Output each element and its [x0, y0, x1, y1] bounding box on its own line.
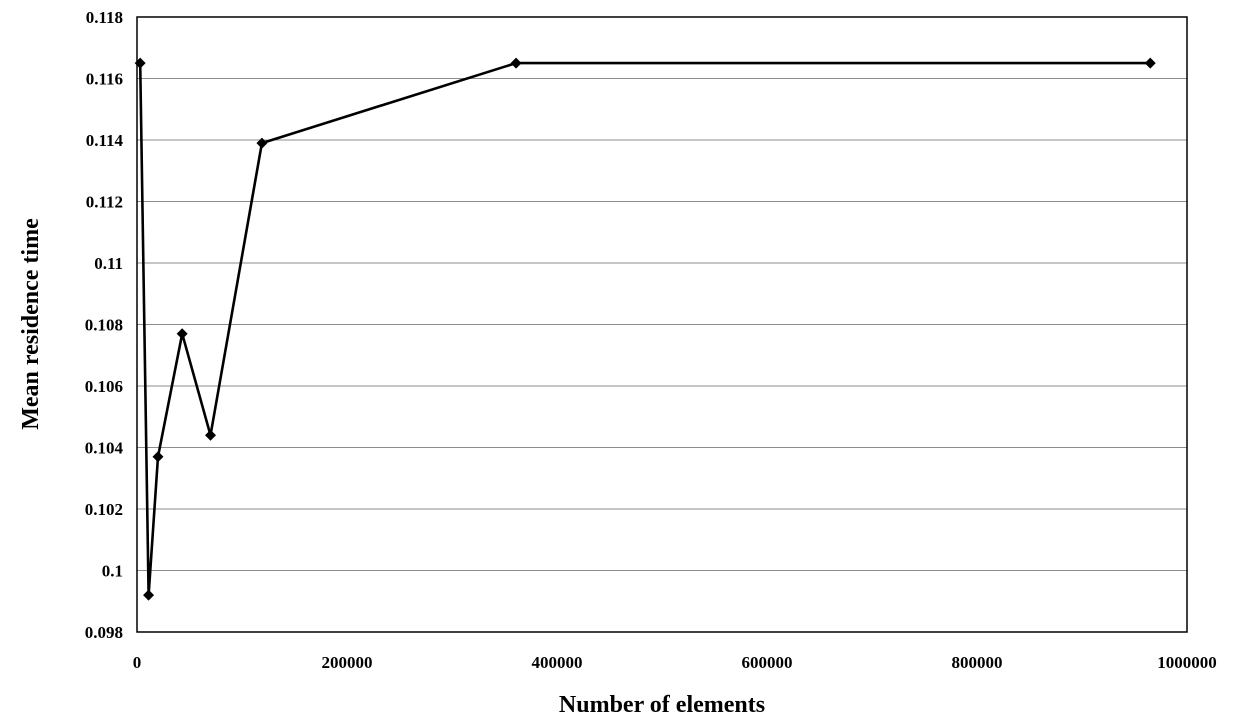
y-tick-label: 0.112 — [86, 193, 123, 212]
x-tick-label: 1000000 — [1157, 653, 1217, 672]
gridlines — [137, 78, 1187, 571]
data-point-marker — [256, 137, 268, 149]
y-tick-label: 0.108 — [85, 316, 123, 335]
y-tick-label: 0.102 — [85, 500, 123, 519]
data-series — [134, 57, 1156, 601]
y-tick-label: 0.114 — [86, 131, 124, 150]
y-tick-label: 0.118 — [86, 8, 123, 27]
y-axis-title: Mean residence time — [18, 218, 44, 430]
data-point-marker — [143, 589, 155, 601]
x-axis-title: Number of elements — [559, 692, 765, 715]
x-tick-label: 800000 — [952, 653, 1003, 672]
y-tick-label: 0.104 — [85, 439, 124, 458]
y-tick-label: 0.098 — [85, 623, 123, 642]
data-point-marker — [205, 429, 216, 441]
data-point-marker — [1144, 57, 1156, 69]
data-point-marker — [176, 328, 188, 340]
data-point-marker — [510, 57, 522, 69]
series-line — [138, 61, 1151, 597]
x-tick-label: 400000 — [532, 653, 583, 672]
x-tick-label: 0 — [133, 653, 142, 672]
x-axis-tick-labels: 0 200000 400000 600000 800000 1000000 — [133, 653, 1217, 672]
x-tick-label: 200000 — [322, 653, 373, 672]
y-tick-label: 0.11 — [94, 254, 123, 273]
y-tick-label: 0.116 — [86, 70, 123, 89]
y-tick-label: 0.1 — [102, 562, 123, 581]
x-tick-label: 600000 — [742, 653, 793, 672]
y-axis-tick-labels: 0.098 0.1 0.102 0.104 0.106 0.108 0.11 0.112 0.1… — [85, 8, 124, 642]
plot-area-border — [136, 16, 1188, 633]
data-point-marker — [134, 57, 146, 69]
data-point-marker — [152, 451, 164, 463]
y-tick-label: 0.106 — [85, 377, 123, 396]
